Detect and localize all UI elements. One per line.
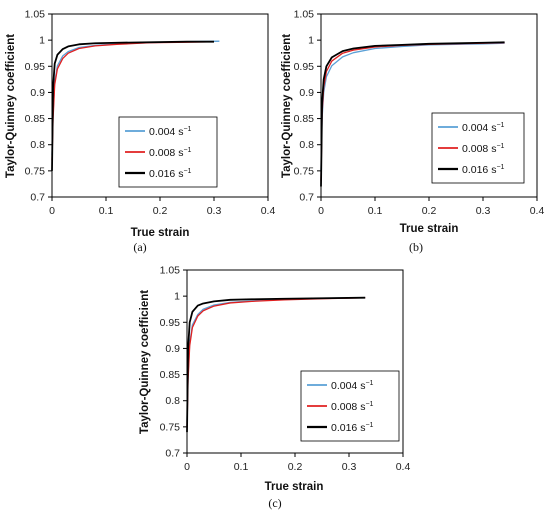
series-layer-a (51, 40, 220, 171)
y-tick-label: 0.85 (160, 369, 181, 381)
legend-label-superscript: −1 (496, 164, 504, 171)
legend-a: 0.004 s−1 0.008 s−1 0.016 s−1 (118, 116, 218, 188)
x-tick-label: 0 (49, 205, 55, 217)
x-tick-labels-a: 0 0.1 0.2 0.3 0.4 (49, 197, 275, 217)
legend-label: 0.004 s−1 (149, 126, 192, 138)
y-tick-label: 0.75 (160, 421, 181, 433)
y-axis-label-a: Taylor-Quinney coefficient (5, 34, 17, 178)
x-tick-label: 0.4 (261, 205, 276, 217)
y-tick-label: 0.95 (25, 61, 46, 73)
x-tick-label: 0.2 (422, 205, 437, 217)
x-tick-label: 0.2 (288, 461, 303, 473)
y-tick-label: 0.8 (165, 395, 180, 407)
y-tick-label: 0.85 (294, 113, 315, 125)
legend-label-superscript: −1 (183, 147, 191, 154)
series-line (320, 41, 505, 187)
y-tick-label: 1.05 (160, 265, 181, 277)
y-tick-labels-c: 0.7 0.75 0.8 0.85 0.9 0.95 1 1.05 (160, 265, 187, 460)
x-tick-label: 0.3 (207, 205, 222, 217)
y-tick-label: 0.9 (299, 87, 314, 99)
y-tick-label: 0.75 (294, 165, 315, 177)
legend-label-superscript: −1 (183, 168, 191, 175)
y-tick-labels-b: 0.7 0.75 0.8 0.85 0.9 0.95 1 1.05 (294, 9, 321, 204)
x-tick-label: 0.4 (396, 461, 411, 473)
panel-c: 0.7 0.75 0.8 0.85 0.9 0.95 1 1.05 0 0.1 0.2 0.3 0.4… (139, 265, 410, 511)
series-line (186, 296, 366, 433)
x-tick-label: 0 (318, 205, 324, 217)
y-tick-label: 0.85 (25, 113, 46, 125)
legend-c: 0.004 s−1 0.008 s−1 0.016 s−1 (300, 370, 400, 442)
y-tick-label: 0.7 (299, 192, 314, 204)
x-tick-label: 0.3 (476, 205, 491, 217)
x-tick-label: 0.1 (368, 205, 383, 217)
x-tick-label: 0.4 (530, 205, 545, 217)
x-tick-label: 0.1 (99, 205, 114, 217)
y-tick-label: 0.8 (30, 139, 45, 151)
series-layer-b (320, 41, 505, 187)
y-axis-label-c: Taylor-Quinney coefficient (139, 290, 151, 434)
x-axis-label-b: True strain (400, 223, 459, 235)
legend-label-superscript: −1 (365, 401, 373, 408)
legend-label: 0.004 s−1 (462, 122, 505, 134)
y-tick-label: 1 (174, 291, 180, 303)
panel-b: 0.7 0.75 0.8 0.85 0.9 0.95 1 1.05 0 0.1 0.2 0.3 0.4… (281, 9, 544, 255)
y-tick-label: 1 (39, 35, 45, 47)
legend-label: 0.004 s−1 (331, 380, 374, 392)
y-tick-label: 0.75 (25, 165, 46, 177)
series-layer-c (186, 296, 366, 433)
legend-label: 0.016 s−1 (462, 164, 505, 176)
legend-label: 0.016 s−1 (331, 422, 374, 434)
y-tick-label: 1 (308, 35, 314, 47)
y-tick-labels-a: 0.7 0.75 0.8 0.85 0.9 0.95 1 1.05 (25, 9, 52, 204)
y-tick-label: 1.05 (294, 9, 315, 21)
caption-a: (a) (133, 240, 146, 254)
legend-label: 0.008 s−1 (331, 401, 374, 413)
series-line (51, 40, 214, 171)
legend-label-superscript: −1 (365, 422, 373, 429)
legend-label-superscript: −1 (496, 143, 504, 150)
legend-label-superscript: −1 (365, 380, 373, 387)
x-axis-label-a: True strain (131, 227, 190, 239)
x-axis-label-c: True strain (265, 481, 324, 493)
legend-label: 0.016 s−1 (149, 168, 192, 180)
y-axis-label-b: Taylor-Quinney coefficient (281, 34, 293, 178)
x-tick-labels-b: 0 0.1 0.2 0.3 0.4 (318, 197, 544, 217)
panel-a: 0.7 0.75 0.8 0.85 0.9 0.95 1 1.05 0 0.1 0.2 0.3 0.4… (5, 9, 275, 255)
y-tick-label: 0.7 (30, 192, 45, 204)
caption-b: (b) (409, 240, 423, 254)
x-tick-label: 0.2 (153, 205, 168, 217)
x-tick-labels-c: 0 0.1 0.2 0.3 0.4 (184, 453, 410, 473)
y-tick-label: 0.9 (165, 343, 180, 355)
legend-label-superscript: −1 (496, 122, 504, 129)
y-tick-label: 0.95 (160, 317, 181, 329)
legend-b: 0.004 s−1 0.008 s−1 0.016 s−1 (431, 112, 525, 184)
y-tick-label: 0.9 (30, 87, 45, 99)
legend-label: 0.008 s−1 (149, 147, 192, 159)
legend-label-superscript: −1 (183, 126, 191, 133)
y-tick-label: 0.7 (165, 448, 180, 460)
x-tick-label: 0.3 (342, 461, 357, 473)
series-line (186, 297, 366, 427)
x-tick-label: 0.1 (234, 461, 249, 473)
y-tick-label: 0.95 (294, 61, 315, 73)
legend-label: 0.008 s−1 (462, 143, 505, 155)
caption-c: (c) (268, 496, 281, 510)
y-tick-label: 0.8 (299, 139, 314, 151)
x-tick-label: 0 (184, 461, 190, 473)
y-tick-label: 1.05 (25, 9, 46, 21)
